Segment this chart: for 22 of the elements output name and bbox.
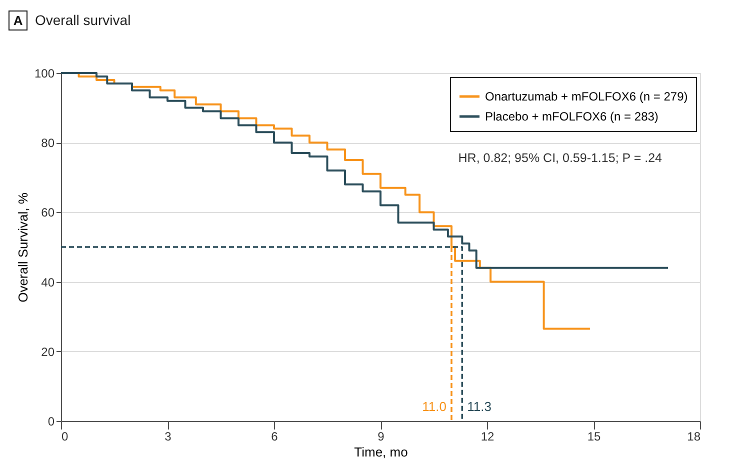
x-tick-label: 3 <box>164 430 172 444</box>
x-tick-label: 0 <box>62 430 68 444</box>
y-tick-label: 20 <box>41 344 55 359</box>
legend-label: Placebo + mFOLFOX6 (n = 283) <box>485 110 658 124</box>
annotation: 11.3 <box>467 399 492 414</box>
y-tick-label: 80 <box>41 136 55 150</box>
y-tick-label: 100 <box>34 66 55 80</box>
y-tick-label: 0 <box>48 414 55 428</box>
legend-label: Onartuzumab + mFOLFOX6 (n = 279) <box>485 90 688 104</box>
x-tick-label: 12 <box>480 430 494 444</box>
x-tick-label: 6 <box>271 430 278 444</box>
chart-title: Overall survival <box>35 12 131 28</box>
x-tick-label: 9 <box>378 430 385 444</box>
text: A <box>13 13 24 28</box>
annotation: 11.0 <box>422 399 446 414</box>
x-tick-label: 18 <box>687 430 701 444</box>
annotation: HR, 0.82; 95% CI, 0.59-1.15; P = .24 <box>458 151 662 165</box>
y-tick-label: 60 <box>41 206 55 220</box>
x-axis-title: Time, mo <box>354 444 408 460</box>
x-tick-label: 15 <box>587 430 601 444</box>
y-tick-label: 40 <box>41 275 55 290</box>
y-axis-title: Overall Survival, % <box>15 192 30 302</box>
